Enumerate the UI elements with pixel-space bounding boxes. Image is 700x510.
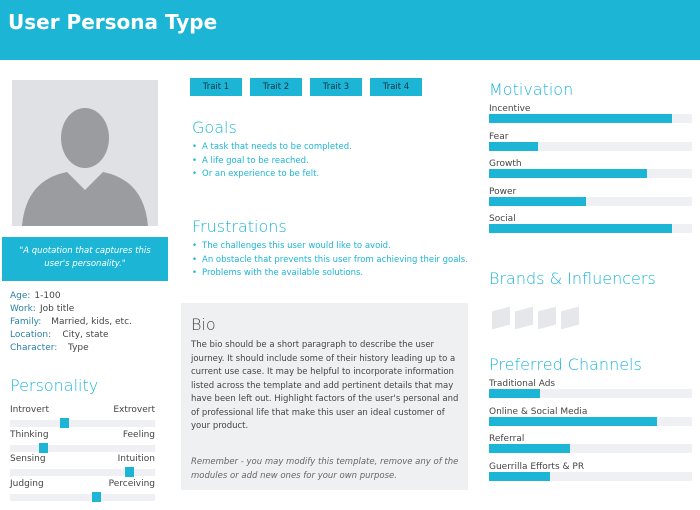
- bar-track: [489, 471, 692, 481]
- trait-button[interactable]: Trait 4: [370, 78, 422, 96]
- bar-label: Fear: [489, 131, 509, 142]
- trait-button[interactable]: Trait 2: [250, 78, 302, 96]
- section-title: Brands & Influencers: [489, 269, 656, 288]
- bullet: •: [192, 169, 198, 179]
- detail-value: Married, kids, etc.: [51, 317, 132, 327]
- bar-label: Social: [489, 214, 516, 224]
- bar-label: Incentive: [489, 104, 531, 114]
- scale-right: Feeling: [122, 429, 155, 440]
- scale-knob: [91, 491, 101, 502]
- bullet: •: [192, 254, 198, 265]
- bar-track: [489, 196, 692, 206]
- detail-value: Job title: [40, 304, 75, 314]
- scale-left: Sensing: [10, 454, 46, 464]
- quote: "A quotation that captures this user's p…: [19, 246, 151, 269]
- bar-label: Power: [489, 186, 517, 197]
- detail-label: Work:: [10, 304, 36, 314]
- detail-value: City, state: [62, 330, 109, 340]
- bio-note: Remember - you may modify this template,…: [191, 457, 459, 481]
- detail-label: Family:: [10, 317, 42, 327]
- bar: [489, 141, 538, 151]
- scale-track: [10, 444, 155, 452]
- detail-label: Location:: [10, 330, 52, 340]
- bar: [489, 114, 672, 123]
- scale-left: Judging: [10, 478, 44, 489]
- section-title: Frustrations: [192, 217, 287, 236]
- list-item: An obstacle that prevents this user from…: [202, 254, 468, 265]
- scale-left: Thinking: [10, 429, 49, 440]
- section-title: Bio: [191, 315, 216, 334]
- scale-right: Intuition: [117, 454, 155, 464]
- section-title: Preferred Channels: [489, 355, 642, 374]
- bar-track: [489, 389, 692, 398]
- scale-track: [10, 420, 155, 427]
- section-title: Motivation: [489, 80, 574, 99]
- bar-label: Growth: [489, 159, 522, 169]
- list-item: A task that needs to be completed.: [202, 142, 352, 152]
- bio-text: The bio should be a short paragraph to d…: [191, 340, 459, 431]
- bullet: •: [192, 241, 198, 251]
- detail-value: Type: [68, 343, 89, 353]
- bar: [489, 416, 658, 426]
- trait-button[interactable]: Trait 3: [310, 78, 362, 96]
- trait-button[interactable]: Trait 1: [190, 78, 242, 96]
- scale-knob: [59, 418, 69, 428]
- scale-right: Extrovert: [113, 405, 155, 415]
- bar-label: Traditional Ads: [489, 379, 556, 389]
- detail-label: Age:: [10, 291, 31, 301]
- bar-track: [489, 444, 692, 453]
- bar: [489, 444, 571, 453]
- list-item: The challenges this user would like to a…: [202, 241, 391, 251]
- bar-label: Online & Social Media: [489, 406, 588, 417]
- bar: [489, 196, 587, 206]
- detail-value: 1-100: [34, 291, 61, 301]
- quote-box: [2, 237, 168, 281]
- bio-box: [181, 303, 468, 490]
- bar: [489, 471, 550, 481]
- bar-track: [489, 141, 692, 151]
- bar: [489, 389, 540, 398]
- bar: [489, 169, 648, 178]
- avatar: [22, 108, 148, 226]
- bar-label: Guerrilla Efforts & PR: [489, 461, 585, 472]
- photo: [12, 80, 158, 226]
- header: [0, 0, 700, 60]
- scale-knob: [124, 467, 134, 477]
- list-item: A life goal to be reached.: [202, 155, 309, 166]
- brand-logo: [492, 306, 510, 330]
- bullet: •: [192, 155, 198, 166]
- bar-label: Referral: [489, 434, 525, 444]
- scale-knob: [39, 442, 49, 453]
- scale-left: Introvert: [10, 405, 49, 415]
- scale-right: Perceiving: [108, 478, 155, 489]
- bar: [489, 224, 672, 233]
- title: User Persona Type: [8, 10, 218, 34]
- scale-track: [10, 493, 155, 501]
- brand-logo: [538, 306, 556, 330]
- detail-label: Character:: [10, 343, 58, 353]
- brand-logo: [515, 306, 533, 330]
- scale-track: [10, 469, 155, 476]
- bullet: •: [192, 268, 198, 278]
- list-item: Or an experience to be felt.: [202, 169, 320, 179]
- section-title: Goals: [192, 118, 237, 137]
- list-item: Problems with the available solutions.: [202, 268, 364, 278]
- section-title: Personality: [10, 376, 99, 395]
- bullet: •: [192, 142, 198, 152]
- brand-logo: [561, 306, 579, 330]
